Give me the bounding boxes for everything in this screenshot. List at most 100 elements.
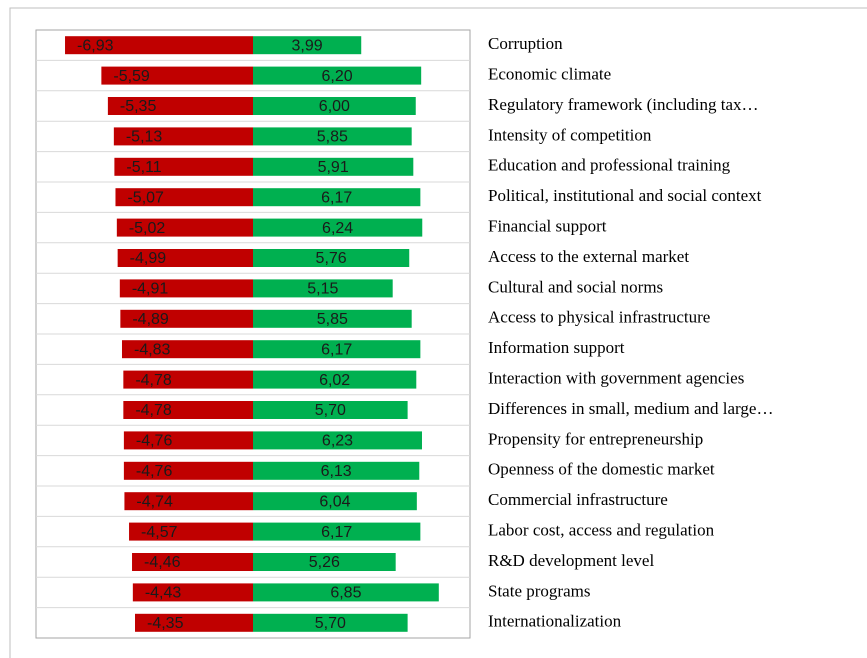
category-label: Labor cost, access and regulation [488, 521, 715, 540]
bar [115, 188, 253, 207]
bar [132, 583, 253, 602]
bar [119, 279, 253, 298]
value-label: 5,70 [315, 402, 346, 419]
category-label: Corruption [488, 34, 563, 53]
value-label: -4,76 [136, 433, 173, 450]
value-label: 6,04 [319, 493, 350, 510]
bar [253, 66, 422, 85]
value-label: 5,85 [317, 129, 348, 146]
value-label: -4,91 [132, 281, 169, 298]
bar [117, 249, 254, 267]
bar [123, 431, 253, 450]
bar [253, 218, 423, 237]
bar [120, 309, 253, 328]
bar [113, 127, 253, 146]
bar [253, 309, 412, 328]
value-label: 6,17 [321, 524, 352, 541]
category-label: Cultural and social norms [488, 277, 663, 296]
bar [253, 279, 393, 298]
category-label: Propensity for entrepreneurship [488, 429, 703, 448]
bar [253, 431, 422, 450]
category-label: Access to physical infrastructure [488, 308, 710, 327]
bar [124, 492, 254, 511]
bar [253, 492, 417, 511]
value-label: -5,11 [126, 159, 161, 176]
bar [253, 583, 439, 602]
bar [253, 613, 408, 632]
bar [101, 66, 253, 85]
bar [253, 157, 414, 176]
bar [123, 401, 253, 419]
value-label: -4,74 [136, 493, 173, 510]
value-label: 6,23 [322, 433, 353, 450]
value-label: -6,93 [77, 37, 114, 54]
value-label: 6,02 [319, 372, 350, 389]
category-label: State programs [488, 581, 590, 600]
category-label: Differences in small, medium and large… [488, 399, 773, 418]
bar [253, 553, 396, 571]
value-label: 5,26 [309, 554, 340, 571]
bar [65, 36, 254, 55]
value-label: -4,83 [134, 341, 171, 358]
value-label: 6,17 [321, 189, 352, 206]
value-label: 5,70 [315, 615, 346, 632]
value-label: -4,57 [141, 524, 178, 541]
value-label: 5,91 [318, 159, 349, 176]
value-label: 6,20 [322, 68, 353, 85]
category-label: Internationalization [488, 612, 622, 631]
category-label: Regulatory framework (including tax… [488, 95, 759, 114]
category-label: Openness of the domestic market [488, 460, 715, 479]
category-label: Commercial infrastructure [488, 490, 668, 509]
value-label: -4,43 [145, 585, 182, 602]
category-label: R&D development level [488, 551, 654, 570]
value-label: -4,78 [135, 372, 172, 389]
value-label: -5,59 [113, 68, 150, 85]
bar [132, 553, 253, 571]
bar [253, 188, 421, 207]
value-label: -4,89 [132, 311, 169, 328]
bar [253, 522, 421, 541]
bar [253, 340, 421, 359]
bar [107, 97, 253, 115]
bar [253, 461, 420, 480]
bar [253, 127, 412, 146]
value-label: -5,35 [120, 98, 157, 115]
bar [129, 522, 253, 541]
value-label: -5,13 [126, 129, 163, 146]
category-label: Access to the external market [488, 247, 689, 266]
bar [253, 370, 417, 389]
category-label: Financial support [488, 217, 607, 236]
frame [9, 7, 867, 658]
value-label: 6,13 [321, 463, 352, 480]
bar [253, 249, 410, 267]
value-label: -4,78 [135, 402, 172, 419]
category-label: Economic climate [488, 65, 611, 84]
value-label: -4,99 [130, 250, 167, 267]
bar [123, 370, 253, 389]
bar [253, 97, 416, 115]
value-label: -5,07 [127, 189, 164, 206]
value-label: 6,85 [330, 585, 361, 602]
value-label: -4,76 [136, 463, 173, 480]
bar [123, 461, 253, 480]
value-label: -5,02 [129, 220, 166, 237]
category-label: Information support [488, 338, 625, 357]
category-label: Intensity of competition [488, 125, 652, 144]
bar [135, 613, 253, 632]
value-label: 6,17 [321, 341, 352, 358]
value-label: -4,35 [147, 615, 184, 632]
value-label: 6,00 [319, 98, 350, 115]
category-label: Interaction with government agencies [488, 369, 744, 388]
category-label: Education and professional training [488, 156, 731, 175]
bar [116, 218, 254, 237]
value-label: 6,24 [322, 220, 353, 237]
value-label: 3,99 [292, 37, 323, 54]
category-label: Political, institutional and social cont… [488, 186, 762, 205]
value-label: 5,85 [317, 311, 348, 328]
bar [114, 157, 253, 176]
bar [253, 401, 408, 419]
value-label: 5,15 [307, 281, 338, 298]
bar [253, 36, 362, 55]
bar [121, 340, 253, 359]
